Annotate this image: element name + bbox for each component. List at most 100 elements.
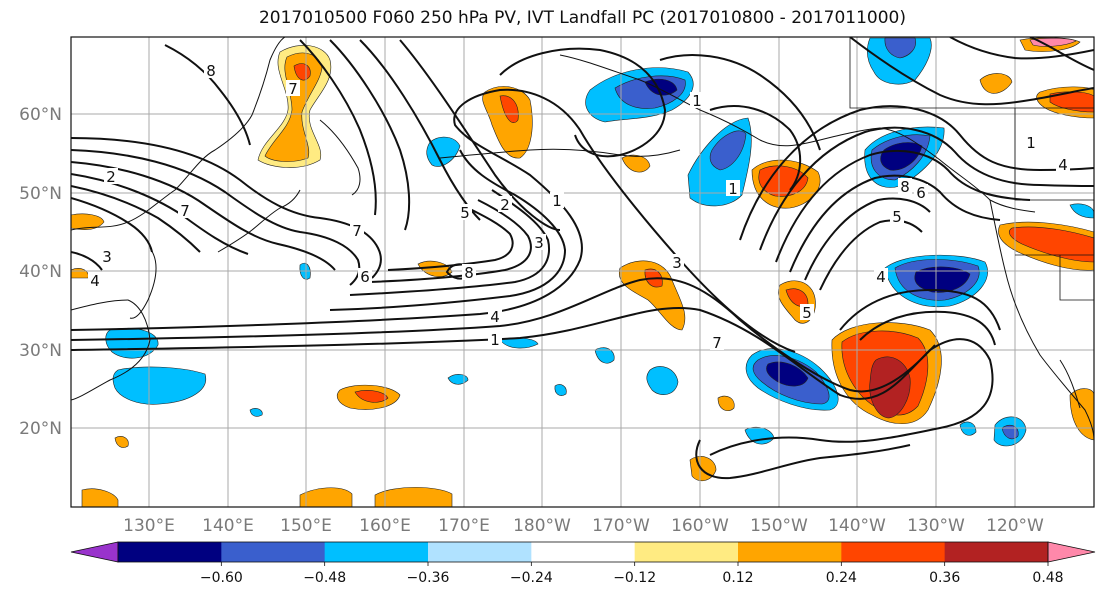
borders: [849, 37, 1094, 301]
colorbar-tick-label: −0.24: [510, 570, 553, 586]
contour-9: [71, 149, 361, 286]
colorbar-ticks: −0.60 −0.48 −0.36 −0.24 −0.12 0.12 0.24 0.36 0.4…: [200, 562, 1064, 586]
shade-negative-20: [249, 408, 263, 417]
lon-label: 150°W: [750, 516, 808, 536]
colorbar-segments: [70, 541, 1096, 563]
coast-kamchatka: [319, 119, 361, 196]
contour-label: 1: [728, 180, 738, 198]
contour-label: 1: [1026, 134, 1036, 152]
shade-negative-4c: [914, 266, 971, 293]
shade-negative-8: [112, 366, 207, 405]
contour-label: 7: [180, 202, 190, 220]
contour-23: [739, 105, 1094, 241]
lon-label: 140°E: [202, 516, 254, 536]
shade-positive-22: [114, 436, 129, 448]
shade-negative-11: [594, 347, 615, 364]
colorbar-segment: [841, 542, 946, 562]
shade-negative-3c: [880, 142, 923, 171]
contour-17: [329, 39, 411, 231]
lon-label: 120°W: [986, 516, 1044, 536]
contour-label: 7: [288, 80, 298, 98]
contour-label: 1: [552, 192, 562, 210]
shade-negative-9: [426, 136, 461, 167]
colorbar-tick-label: −0.48: [303, 570, 346, 586]
contour-16: [299, 39, 377, 216]
shade-negative-6b: [884, 37, 916, 59]
colorbar: −0.60 −0.48 −0.36 −0.24 −0.12 0.12 0.24 0.36 0.4…: [70, 541, 1096, 586]
lon-label: 140°W: [828, 516, 886, 536]
colorbar-segment: [531, 542, 636, 562]
map-frame: [70, 36, 1095, 508]
contour-31: [849, 37, 1094, 106]
lat-label-60n: 60°N: [19, 105, 62, 125]
ivt-contours: [71, 37, 1094, 480]
shade-positive-16: [417, 260, 453, 277]
contour-label: 3: [672, 254, 682, 272]
contour-label: 8: [900, 178, 910, 196]
shade-negative-18: [959, 421, 977, 436]
colorbar-tick-label: 0.48: [1032, 570, 1063, 586]
contour-3: [71, 88, 796, 353]
latitude-labels: 60°N 50°N 40°N 30°N 20°N: [19, 105, 62, 439]
colorbar-tick-label: 0.24: [826, 570, 857, 586]
contour-label: 3: [534, 234, 544, 252]
contour-7: [387, 207, 514, 271]
shade-negative-17: [554, 384, 567, 396]
contour-5: [349, 189, 550, 296]
shade-positive-1b: [264, 52, 323, 162]
contour-27: [804, 197, 931, 281]
shade-positive-14: [717, 395, 735, 411]
shade-positive-12: [374, 487, 453, 507]
colorbar-segment: [118, 542, 222, 562]
lon-label: 160°W: [671, 516, 729, 536]
contour-25: [775, 149, 1031, 263]
colorbar-segment: [221, 542, 326, 562]
coast-china: [71, 299, 151, 401]
contour-label: 5: [892, 208, 902, 226]
colorbar-extend-max: [1047, 541, 1096, 563]
contour-label: 8: [464, 264, 474, 282]
lat-label-30n: 30°N: [19, 341, 62, 361]
lat-label-40n: 40°N: [19, 262, 62, 282]
shade-negative-12b: [1001, 424, 1019, 440]
shade-positive-11: [299, 487, 353, 507]
lon-label: 130°W: [907, 516, 965, 536]
colorbar-segment: [944, 542, 1049, 562]
coast-korea: [129, 247, 157, 319]
contour-label: 7: [712, 334, 722, 352]
contour-label: 2: [106, 168, 116, 186]
contour-label: 2: [500, 196, 510, 214]
shade-negative-10: [646, 366, 679, 395]
contour-8: [71, 137, 382, 279]
coast-baja: [1059, 359, 1081, 409]
contour-label: 5: [460, 204, 470, 222]
contour-label: 7: [352, 222, 362, 240]
lon-label: 170°E: [438, 516, 490, 536]
shade-negative-19: [1069, 203, 1094, 219]
chart-title: 2017010500 F060 250 hPa PV, IVT Landfall…: [258, 8, 906, 28]
lon-label: 160°E: [359, 516, 411, 536]
lon-label: 180°W: [513, 516, 571, 536]
contour-label: 6: [360, 268, 370, 286]
colorbar-tick-label: 0.36: [929, 570, 960, 586]
contour-32: [949, 37, 1094, 60]
lon-label: 150°E: [280, 516, 332, 536]
contour-13: [71, 197, 153, 253]
contour-15: [164, 44, 251, 146]
shade-positive-15: [621, 154, 651, 173]
shade-negative-5c: [766, 361, 809, 387]
contour-10: [71, 161, 336, 271]
contour-label: 6: [916, 184, 926, 202]
contour-1: [71, 306, 994, 456]
contour-21: [659, 54, 821, 151]
shade-positive-19: [979, 73, 1013, 94]
lat-label-20n: 20°N: [19, 419, 62, 439]
contour-label: 4: [90, 272, 100, 290]
contour-label: 5: [802, 304, 812, 322]
shade-positive-9: [1069, 388, 1094, 441]
shade-negative-2b: [709, 130, 747, 171]
colorbar-segment: [738, 542, 842, 562]
shade-negative-1c: [644, 78, 678, 96]
contour-label: 1: [692, 92, 702, 110]
